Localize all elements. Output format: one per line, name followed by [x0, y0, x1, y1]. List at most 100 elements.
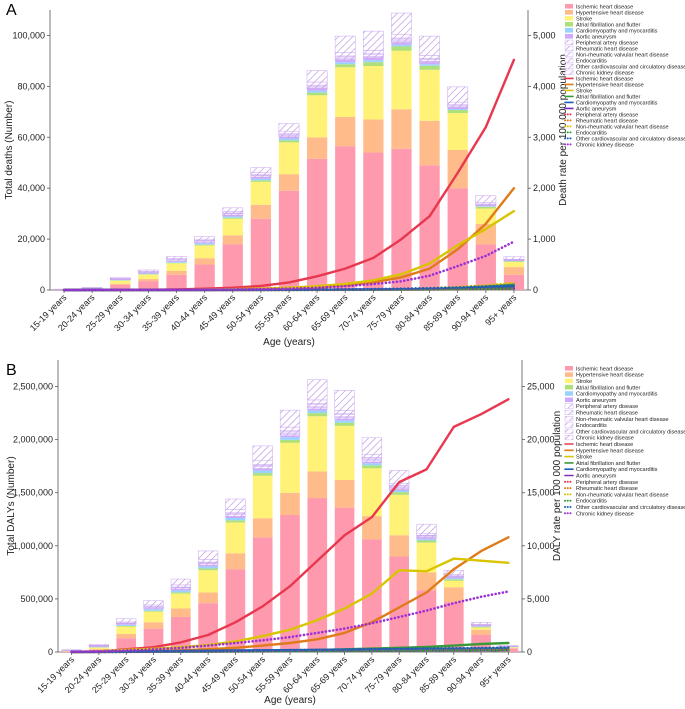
bar-segment [306, 92, 328, 96]
line-series-other-cardiovascular-and-circulatory-diseases [70, 646, 510, 654]
legend-entry: Atrial fibrillation and flutter [576, 94, 640, 100]
bar-segment [447, 188, 468, 290]
bar-segment [278, 138, 300, 141]
legend-entry: Hypertensive heart disease [576, 82, 644, 88]
bar-segment [362, 468, 382, 517]
bar-segment [170, 592, 191, 594]
bar-segment [198, 592, 218, 604]
bar-segment [443, 578, 464, 580]
bar-segment [419, 59, 440, 62]
bar-segment [280, 442, 300, 493]
bar-segment [334, 418, 355, 421]
bar-segment [363, 119, 384, 153]
bar-segment [419, 62, 440, 65]
bar-segment [250, 178, 272, 181]
legend-swatch [565, 10, 573, 15]
y-tick-label-right: 0 [533, 285, 538, 295]
legend-swatch [565, 4, 573, 9]
bar-segment [443, 577, 464, 579]
bar-segment [391, 109, 412, 149]
bar-segment [389, 490, 410, 493]
bar-segment [391, 50, 412, 110]
y-tick-label-right: 4,000 [533, 81, 556, 91]
bar-segment [335, 146, 356, 290]
bar-segment [252, 470, 273, 474]
bar-segment [503, 261, 525, 262]
bar-segment [362, 461, 382, 464]
bar-segment [166, 256, 187, 259]
bar-segment [389, 535, 410, 557]
bar-segment [250, 181, 272, 205]
bar-segment [225, 516, 246, 518]
bar-segment [194, 243, 215, 245]
bar-segment [362, 465, 382, 469]
legend-entry: Hypertensive heart disease [576, 373, 644, 379]
bar-segment [419, 64, 440, 66]
bar-segment [334, 35, 356, 53]
bar-segment [416, 572, 437, 591]
bar-segment [194, 245, 215, 259]
bar-segment [362, 30, 384, 51]
bar-segment [306, 81, 328, 86]
panel-label: B [6, 362, 17, 379]
bar-segment [166, 261, 187, 262]
bar-segment [391, 46, 412, 51]
bar-segment [110, 280, 131, 284]
legend-entry: Atrial fibrillation and flutter [576, 461, 640, 467]
legend-entry: Chronic kidney disease [576, 436, 634, 442]
legend-entry: Cardiomyopathy and myocarditis [576, 100, 658, 106]
bar-segment [443, 579, 464, 581]
bar-segment [278, 130, 300, 134]
bar-segment [116, 626, 137, 634]
bar-segment [443, 580, 464, 588]
bar-segment [110, 283, 131, 285]
bar-segment [89, 647, 109, 650]
legend-swatch [564, 45, 574, 51]
y-tick-label-left: 100,000 [12, 30, 45, 40]
bar-segment [198, 568, 218, 571]
bar-segment [170, 584, 191, 588]
legend-entry: Non-rheumatic valvular heart disease [576, 52, 669, 58]
bar-segment [307, 416, 328, 472]
bar-segment [363, 62, 384, 66]
bar-segment [306, 70, 328, 83]
y-tick-label-right: 3,000 [533, 132, 556, 142]
bar-segment [225, 569, 246, 652]
chart-panel-a: A 0 20,000 40,000 60,000 80,000 100,000 0 1,000 2… [4, 2, 685, 348]
legend-entry: Other cardiovascular and circulatory dis… [576, 429, 685, 435]
bar-segment [138, 273, 159, 275]
bar-segment [475, 195, 497, 203]
bar-segment [143, 600, 164, 606]
bar-segment [143, 609, 164, 611]
legend-entry: Cardiomyopathy and myocarditis [576, 392, 658, 398]
bar-segment [166, 274, 187, 290]
bar-segment [252, 537, 273, 652]
legend-swatch [564, 416, 574, 422]
bar-segment [280, 492, 300, 516]
bar-segment [278, 190, 300, 290]
bar-segment [166, 262, 187, 264]
bar-segment [389, 489, 410, 491]
bar-segment [252, 469, 273, 471]
bar-segment [250, 218, 272, 290]
bar-segment [363, 66, 384, 120]
y-tick-label-right: 2,000 [533, 183, 556, 193]
legend-entry: Endocarditis [576, 499, 607, 505]
bar-segment [307, 408, 328, 411]
legend-swatch [565, 16, 573, 21]
bar-segment [222, 216, 243, 218]
y-tick-label-left: 60,000 [17, 132, 45, 142]
bar-segment [419, 120, 440, 166]
bar-segment [280, 437, 300, 440]
x-axis-title: Age (years) [263, 337, 315, 348]
legend-entry: Ischemic heart disease [576, 366, 633, 372]
bar-segment [222, 218, 243, 236]
bar-segment [252, 475, 273, 519]
legend-entry: Stroke [576, 379, 592, 385]
legend-swatch [564, 435, 574, 441]
bar-segment [361, 437, 382, 455]
bar-segment [198, 550, 219, 560]
legend-entry: Stroke [576, 455, 592, 461]
bar-segment [419, 35, 440, 56]
